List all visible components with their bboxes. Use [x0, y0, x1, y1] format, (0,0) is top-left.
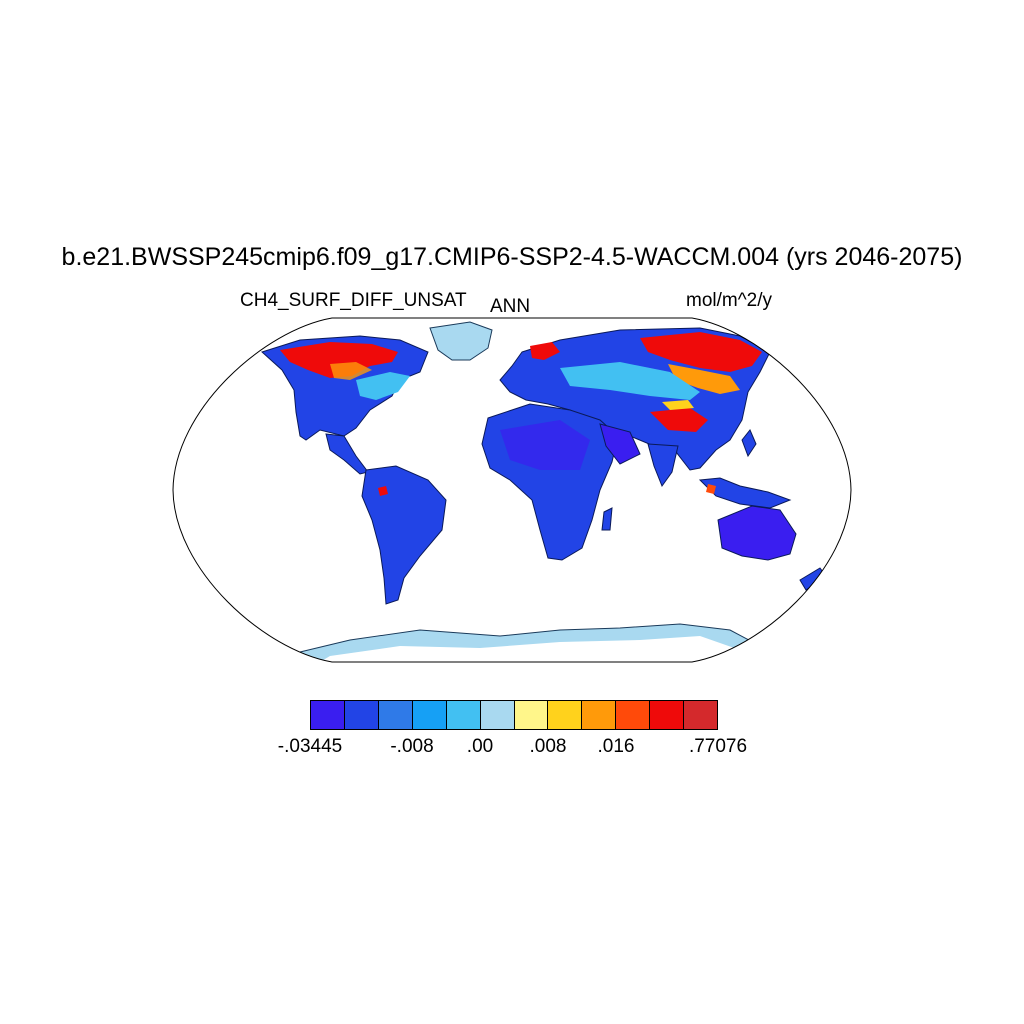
tibet-yellow: [662, 400, 694, 410]
colorbar: [310, 700, 718, 730]
colorbar-box: [514, 701, 549, 729]
colorbar-box: [344, 701, 379, 729]
arabia: [599, 423, 641, 465]
antarctica-interior: [320, 636, 740, 662]
colorbar-box: [378, 701, 413, 729]
madagascar: [601, 507, 613, 531]
colorbar-label: .00: [466, 736, 494, 757]
colorbar-label: -.03445: [277, 736, 343, 757]
amazon-hotspot: [378, 486, 388, 496]
map-border: [172, 317, 852, 663]
tibet-red: [650, 408, 708, 432]
colorbar-box: [446, 701, 481, 729]
colorbar-label: -.008: [390, 736, 434, 757]
colorbar-box: [582, 701, 617, 729]
land-layer: [261, 321, 827, 662]
se-asia: [698, 477, 792, 509]
plot-title: b.e21.BWSSP245cmip6.f09_g17.CMIP6-SSP2-4…: [61, 243, 963, 271]
south-america: [361, 465, 447, 605]
japan: [741, 429, 757, 458]
colorbar-label: .77076: [688, 736, 748, 757]
colorbar-box: [650, 701, 685, 729]
central-america: [325, 433, 369, 475]
scandinavia-red: [530, 342, 560, 360]
eurasia-lightblue: [560, 362, 700, 400]
season-label: ANN: [490, 296, 531, 317]
colorbar-label: .016: [597, 736, 635, 757]
colorbar-box: [616, 701, 651, 729]
units-label: mol/m^2/y: [686, 290, 772, 311]
colorbar-box: [548, 701, 583, 729]
africa-darker: [500, 420, 590, 470]
colorbar-label: .008: [529, 736, 567, 757]
australia: [717, 505, 797, 561]
colorbar-box: [684, 701, 718, 729]
colorbar-box: [412, 701, 447, 729]
siberia-red: [640, 332, 762, 372]
variable-label: CH4_SURF_DIFF_UNSAT: [240, 290, 467, 311]
na-arctic-red: [280, 342, 398, 378]
se-asia-hot: [706, 484, 716, 494]
na-orange: [330, 362, 372, 380]
colorbar-box: [480, 701, 515, 729]
colorbar-box: [311, 701, 345, 729]
na-lightblue: [356, 372, 410, 400]
india: [647, 443, 679, 488]
greenland: [429, 321, 493, 361]
siberia-orange: [668, 364, 740, 394]
